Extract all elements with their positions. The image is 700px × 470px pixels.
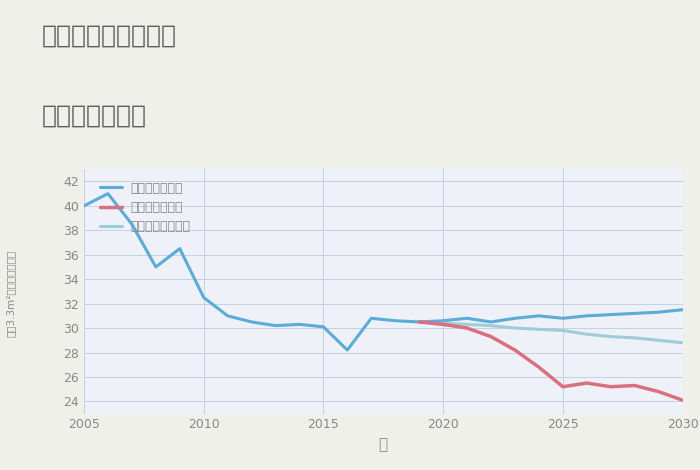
グッドシナリオ bbox=[80, 203, 88, 209]
Text: 土地の価格推移: 土地の価格推移 bbox=[42, 103, 147, 127]
グッドシナリオ bbox=[199, 295, 208, 300]
グッドシナリオ bbox=[415, 319, 424, 325]
グッドシナリオ bbox=[486, 319, 495, 325]
ノーマルシナリオ bbox=[559, 328, 567, 333]
グッドシナリオ bbox=[247, 319, 256, 325]
バッドシナリオ bbox=[631, 383, 639, 388]
グッドシナリオ bbox=[606, 312, 615, 317]
ノーマルシナリオ bbox=[582, 331, 591, 337]
ノーマルシナリオ bbox=[654, 337, 663, 343]
グッドシナリオ bbox=[463, 315, 471, 321]
Line: ノーマルシナリオ: ノーマルシナリオ bbox=[419, 322, 682, 343]
バッドシナリオ bbox=[439, 321, 447, 327]
ノーマルシナリオ bbox=[439, 321, 447, 326]
ノーマルシナリオ bbox=[535, 327, 543, 332]
グッドシナリオ bbox=[535, 313, 543, 319]
ノーマルシナリオ bbox=[606, 334, 615, 339]
Legend: グッドシナリオ, バッドシナリオ, ノーマルシナリオ: グッドシナリオ, バッドシナリオ, ノーマルシナリオ bbox=[96, 178, 194, 237]
グッドシナリオ bbox=[367, 315, 375, 321]
Text: 坪（3.3m²）単価（万円）: 坪（3.3m²）単価（万円） bbox=[6, 250, 15, 337]
バッドシナリオ bbox=[511, 347, 519, 353]
グッドシナリオ bbox=[559, 315, 567, 321]
ノーマルシナリオ bbox=[486, 323, 495, 329]
Text: 三重県桑名市筒尾の: 三重県桑名市筒尾の bbox=[42, 24, 177, 47]
グッドシナリオ bbox=[176, 246, 184, 251]
Line: グッドシナリオ: グッドシナリオ bbox=[84, 194, 682, 350]
ノーマルシナリオ bbox=[463, 321, 471, 327]
グッドシナリオ bbox=[319, 324, 328, 329]
グッドシナリオ bbox=[654, 309, 663, 315]
グッドシナリオ bbox=[511, 315, 519, 321]
グッドシナリオ bbox=[343, 347, 351, 353]
グッドシナリオ bbox=[582, 313, 591, 319]
バッドシナリオ bbox=[463, 325, 471, 331]
バッドシナリオ bbox=[606, 384, 615, 390]
グッドシナリオ bbox=[391, 318, 400, 323]
Line: バッドシナリオ: バッドシナリオ bbox=[419, 322, 682, 400]
グッドシナリオ bbox=[631, 311, 639, 316]
バッドシナリオ bbox=[678, 397, 687, 403]
バッドシナリオ bbox=[415, 319, 424, 325]
X-axis label: 年: 年 bbox=[379, 437, 388, 452]
グッドシナリオ bbox=[295, 321, 304, 327]
グッドシナリオ bbox=[152, 264, 160, 270]
グッドシナリオ bbox=[104, 191, 112, 196]
バッドシナリオ bbox=[654, 389, 663, 394]
ノーマルシナリオ bbox=[511, 325, 519, 331]
バッドシナリオ bbox=[535, 364, 543, 370]
ノーマルシナリオ bbox=[678, 340, 687, 345]
バッドシナリオ bbox=[559, 384, 567, 390]
バッドシナリオ bbox=[486, 334, 495, 339]
グッドシナリオ bbox=[223, 313, 232, 319]
ノーマルシナリオ bbox=[631, 335, 639, 341]
グッドシナリオ bbox=[439, 318, 447, 323]
グッドシナリオ bbox=[678, 307, 687, 313]
バッドシナリオ bbox=[582, 380, 591, 386]
グッドシナリオ bbox=[272, 323, 280, 329]
グッドシナリオ bbox=[127, 221, 136, 227]
ノーマルシナリオ bbox=[415, 319, 424, 325]
